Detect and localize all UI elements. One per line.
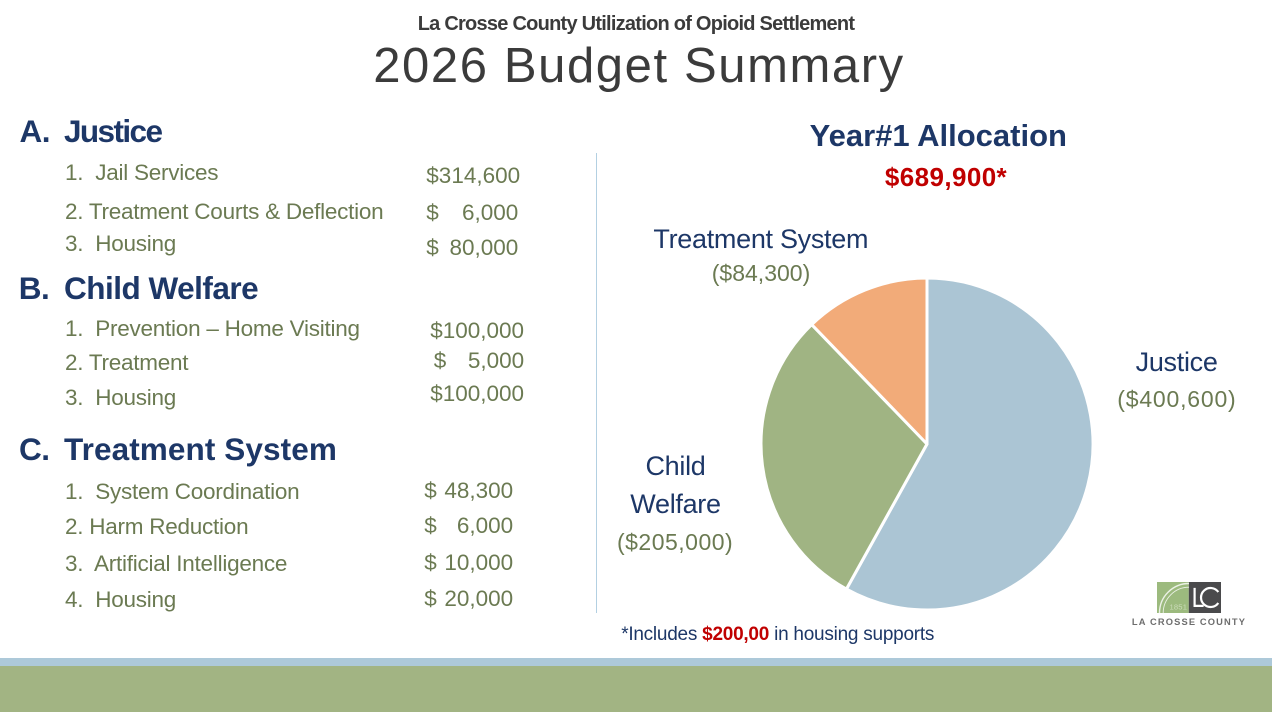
svg-text:1851: 1851 [1169,602,1187,611]
